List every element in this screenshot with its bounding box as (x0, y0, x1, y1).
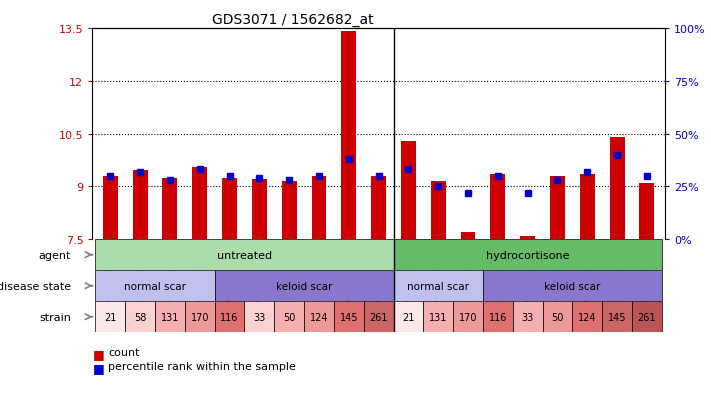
Bar (95, 271, 215, 301)
Text: 50: 50 (551, 312, 564, 322)
Bar (393, 301, 423, 332)
Text: 261: 261 (638, 312, 656, 322)
Bar (163, 178, 177, 240)
Bar (133, 171, 148, 240)
Text: untreated: untreated (217, 250, 272, 260)
Text: hydrocortisone: hydrocortisone (486, 250, 570, 260)
Text: 21: 21 (402, 312, 415, 322)
Bar (364, 301, 393, 332)
Title: GDS3071 / 1562682_at: GDS3071 / 1562682_at (212, 12, 373, 26)
Bar (95, 301, 125, 332)
Text: keloid scar: keloid scar (544, 281, 601, 291)
Text: 145: 145 (340, 312, 358, 322)
Bar (461, 233, 476, 240)
Text: percentile rank within the sample: percentile rank within the sample (108, 361, 296, 371)
Text: ■: ■ (92, 347, 105, 360)
Text: agent: agent (38, 250, 71, 260)
Bar (304, 301, 334, 332)
Bar (580, 175, 594, 240)
Bar (311, 176, 326, 240)
Text: 145: 145 (608, 312, 626, 322)
Text: 58: 58 (134, 312, 146, 322)
Text: 261: 261 (369, 312, 388, 322)
Text: 124: 124 (578, 312, 597, 322)
Bar (282, 182, 296, 240)
Text: 116: 116 (220, 312, 239, 322)
Bar (483, 301, 513, 332)
Bar (609, 138, 624, 240)
Bar (423, 301, 453, 332)
Bar (513, 301, 542, 332)
Text: 33: 33 (253, 312, 265, 322)
Text: normal scar: normal scar (124, 281, 186, 291)
Bar (520, 236, 535, 240)
Bar (215, 301, 245, 332)
Bar (95, 240, 393, 271)
Bar (103, 176, 118, 240)
Text: strain: strain (39, 312, 71, 322)
Bar (341, 33, 356, 240)
Text: 131: 131 (429, 312, 447, 322)
Bar (542, 301, 572, 332)
Bar (393, 271, 483, 301)
Bar (155, 301, 185, 332)
Bar (572, 301, 602, 332)
Bar (401, 141, 416, 240)
Text: 170: 170 (459, 312, 477, 322)
Bar (215, 271, 393, 301)
Text: disease state: disease state (0, 281, 71, 291)
Text: normal scar: normal scar (407, 281, 469, 291)
Text: 124: 124 (310, 312, 328, 322)
Text: 33: 33 (522, 312, 534, 322)
Bar (185, 301, 215, 332)
Bar (639, 183, 654, 240)
Bar (453, 301, 483, 332)
Bar (252, 180, 267, 240)
Text: ■: ■ (92, 361, 105, 374)
Text: count: count (108, 347, 139, 357)
Text: 131: 131 (161, 312, 179, 322)
Bar (334, 301, 364, 332)
Bar (431, 182, 446, 240)
Bar (550, 176, 565, 240)
Bar (125, 301, 155, 332)
Text: 116: 116 (488, 312, 507, 322)
Bar (483, 271, 662, 301)
Text: keloid scar: keloid scar (276, 281, 332, 291)
Bar (274, 301, 304, 332)
Text: 21: 21 (104, 312, 117, 322)
Bar (192, 168, 207, 240)
Bar (602, 301, 632, 332)
Bar (222, 178, 237, 240)
Bar (245, 301, 274, 332)
Text: 170: 170 (191, 312, 209, 322)
Bar (371, 176, 386, 240)
Bar (491, 175, 506, 240)
Text: 50: 50 (283, 312, 295, 322)
Bar (632, 301, 662, 332)
Bar (393, 240, 662, 271)
